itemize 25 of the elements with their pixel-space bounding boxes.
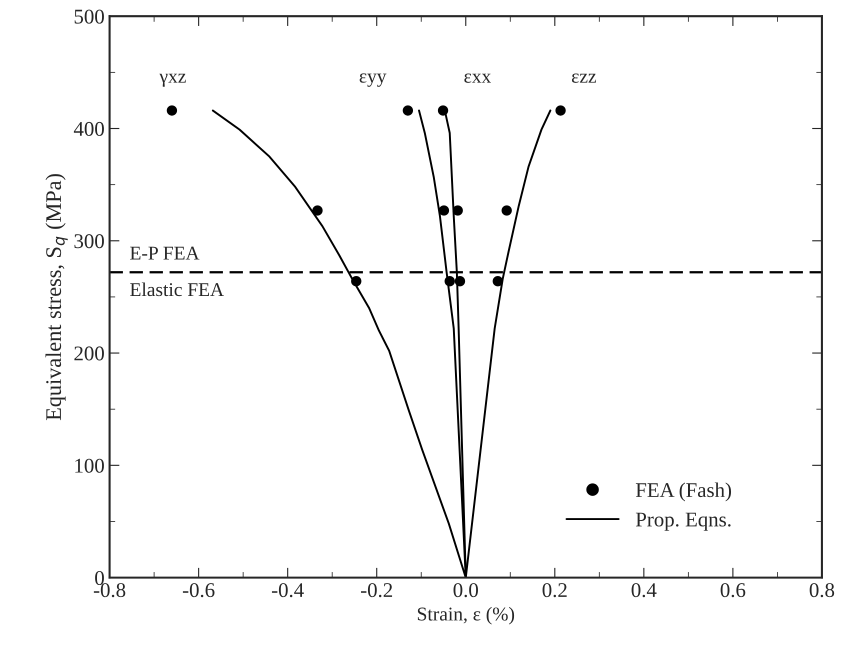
y-tick-label: 500 [74,10,104,24]
annotation: E-P FEA [130,246,200,260]
annotation: Elastic FEA [130,282,224,296]
legend-label: FEA (Fash) [636,482,732,502]
y-tick-label: 200 [74,346,104,360]
annotation: εxx [464,73,491,83]
annotation: γxz [159,74,186,87]
x-tick-label: -0.2 [361,583,392,598]
y-tick-label: 0 [95,570,104,586]
annotation: εzz [572,73,596,83]
x-tick-label: -0.6 [182,583,214,598]
x-tick-label: 0.2 [542,583,567,598]
x-tick-label: 0.4 [632,583,657,598]
x-tick-label: -0.8 [94,583,126,598]
x-tick-label: -0.4 [272,583,304,598]
y-tick-label: 100 [75,458,104,473]
y-tick-label: 400 [74,122,104,136]
y-axis-title: Equivalent stress, S$_{q}$ (MPa) [45,174,68,420]
x-tick-label: 0.8 [810,583,834,598]
x-tick-label: 0.0 [454,583,478,598]
x-tick-label: 0.6 [720,583,746,598]
x-axis-title: Strain, ε (%) [418,606,514,625]
legend-label: Prop. Eqns. [636,512,731,531]
y-tick-label: 300 [74,234,104,248]
annotation: εyy [360,73,386,87]
